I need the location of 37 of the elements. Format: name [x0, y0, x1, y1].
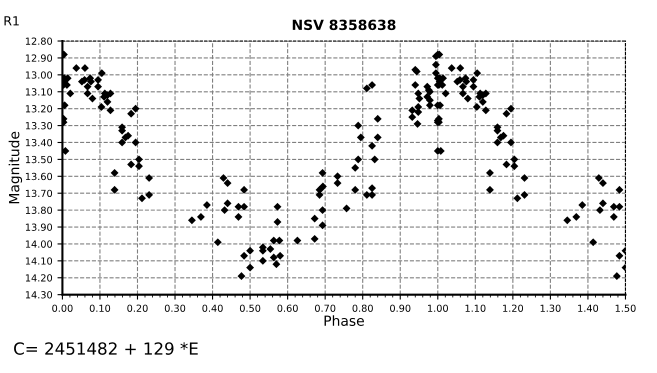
y-tick-label: 13.40 — [26, 138, 52, 146]
x-tick-label: 0.60 — [277, 304, 298, 312]
x-tick-label: 1.30 — [540, 304, 561, 312]
text: R1 — [4, 16, 19, 26]
x-axis-title: Phase — [324, 315, 364, 326]
y-tick-label: 13.20 — [26, 105, 52, 112]
y-tick-label: 12.80 — [26, 38, 52, 45]
x-tick-label: 0.10 — [90, 304, 110, 312]
x-tick-label: 1.50 — [616, 304, 636, 312]
text: C= 2451482 + 129 *E — [14, 342, 198, 355]
x-tick-label: 0.40 — [202, 304, 223, 312]
y-tick-label: 14.30 — [26, 291, 52, 298]
y-tick-label: 13.50 — [26, 156, 52, 164]
y-tick-label: 14.20 — [26, 274, 52, 282]
y-tick-label: 13.00 — [26, 71, 52, 79]
y-tick-label: 14.00 — [26, 240, 52, 248]
x-tick-label: 0.70 — [314, 304, 336, 312]
x-tick-label: 0.50 — [240, 304, 260, 312]
y-tick-label: 13.70 — [26, 190, 52, 198]
chart-title: NSV 8358638 — [292, 20, 396, 30]
y-tick-label: 13.60 — [26, 172, 52, 180]
y-tick-label: 13.80 — [26, 206, 52, 214]
x-tick-label: 0.80 — [352, 304, 373, 312]
x-tick-label: 0.90 — [390, 304, 410, 312]
x-tick-label: 1.00 — [428, 304, 448, 312]
y-tick-label: 13.90 — [26, 224, 52, 231]
y-axis-title: Magnitude — [8, 132, 22, 204]
x-tick-label: 0.20 — [127, 304, 148, 312]
x-tick-label: 1.20 — [503, 304, 524, 312]
x-tick-label: 1.40 — [578, 304, 598, 312]
y-tick-label: 13.30 — [26, 122, 52, 130]
y-tick-label: 13.10 — [26, 88, 52, 96]
y-tick-label: 12.90 — [26, 54, 52, 62]
x-tick-label: 1.10 — [466, 304, 486, 312]
x-tick-label: 0.30 — [164, 304, 186, 312]
x-tick-label: 0.00 — [52, 304, 73, 312]
y-tick-label: 14.10 — [26, 257, 52, 265]
